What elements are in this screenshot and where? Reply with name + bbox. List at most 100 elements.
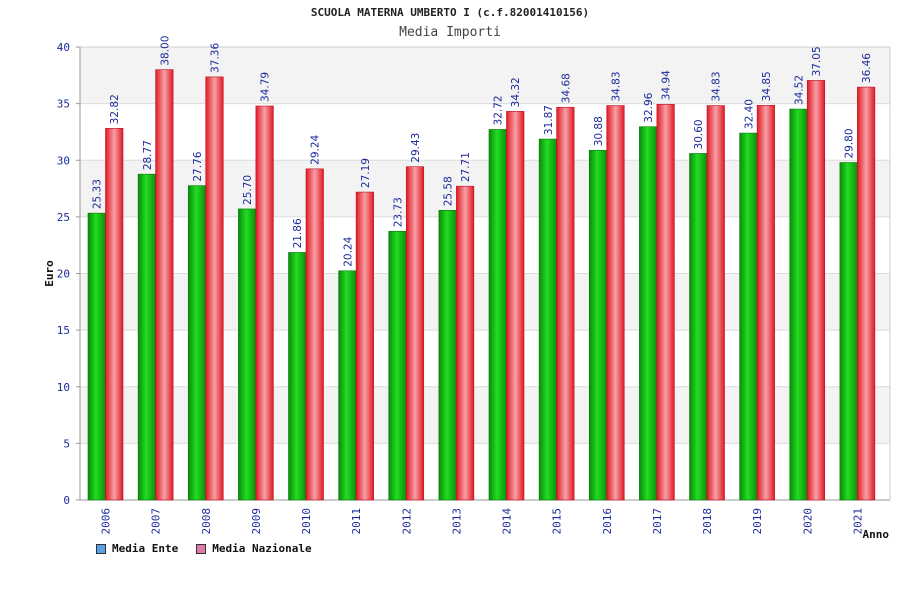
bar-media-ente xyxy=(789,108,808,501)
bar-media-ente xyxy=(538,138,557,501)
bar-media-ente xyxy=(689,153,708,501)
x-tick-label: 2011 xyxy=(350,508,363,535)
data-label: 34.83 xyxy=(711,71,723,101)
y-tick-label: 5 xyxy=(63,437,70,450)
x-tick-label: 2007 xyxy=(150,508,163,535)
data-label: 29.24 xyxy=(310,134,322,164)
data-label: 37.36 xyxy=(210,43,222,73)
chart-title: SCUOLA MATERNA UMBERTO I (c.f.8200141015… xyxy=(310,6,590,19)
legend-swatch-nazionale xyxy=(196,543,207,554)
chart-subtitle: Media Importi xyxy=(399,25,501,40)
data-label: 25.58 xyxy=(443,176,455,206)
data-label: 34.83 xyxy=(611,71,623,101)
data-label: 34.68 xyxy=(560,73,572,103)
data-label: 30.88 xyxy=(593,116,605,146)
bar-media-ente xyxy=(588,149,608,501)
data-label: 34.32 xyxy=(510,77,522,107)
data-label: 29.43 xyxy=(410,133,422,163)
data-label: 30.60 xyxy=(693,119,705,149)
bar-media-nazionale xyxy=(506,111,525,501)
bar-media-nazionale xyxy=(155,69,174,501)
bar-media-ente xyxy=(87,212,106,501)
data-label: 34.79 xyxy=(260,72,272,102)
x-tick-label: 2021 xyxy=(851,508,864,535)
x-tick-label: 2017 xyxy=(651,508,664,535)
bar-media-nazionale xyxy=(656,104,675,501)
legend: Media Ente Media Nazionale xyxy=(96,542,312,555)
bar-media-ente xyxy=(438,210,457,501)
bar-media-nazionale xyxy=(405,166,425,501)
bar-media-ente xyxy=(839,162,858,501)
data-label: 32.96 xyxy=(643,92,655,122)
data-label: 34.52 xyxy=(794,75,806,105)
data-label: 34.85 xyxy=(761,71,773,101)
legend-swatch-ente xyxy=(96,543,106,554)
bar-media-ente xyxy=(288,252,307,501)
x-tick-label: 2015 xyxy=(551,508,564,535)
bar-media-nazionale xyxy=(305,168,324,501)
x-tick-label: 2008 xyxy=(200,508,213,535)
x-tick-label: 2014 xyxy=(501,508,514,535)
legend-item-ente: Media Ente xyxy=(96,542,178,555)
bar-media-ente xyxy=(739,132,758,501)
bar-media-nazionale xyxy=(255,105,274,501)
y-tick-label: 25 xyxy=(57,211,70,224)
data-label: 20.24 xyxy=(342,236,354,266)
data-label: 37.05 xyxy=(811,46,823,76)
y-axis-label: Euro xyxy=(43,260,56,287)
y-tick-label: 35 xyxy=(57,98,70,111)
x-tick-label: 2010 xyxy=(300,508,313,535)
bar-media-nazionale xyxy=(806,80,826,501)
y-tick-label: 0 xyxy=(63,494,70,507)
data-label: 23.73 xyxy=(393,197,405,227)
data-label: 31.87 xyxy=(543,105,555,135)
data-label: 21.86 xyxy=(292,218,304,248)
x-tick-label: 2019 xyxy=(751,508,764,535)
bar-media-ente xyxy=(338,270,357,501)
bar-media-ente xyxy=(639,126,658,501)
data-label: 27.71 xyxy=(460,152,472,182)
data-label: 29.80 xyxy=(844,128,856,158)
x-tick-label: 2013 xyxy=(450,508,463,535)
bar-media-nazionale xyxy=(355,191,374,501)
bar-media-ente xyxy=(488,129,507,501)
data-label: 28.77 xyxy=(142,140,154,170)
x-tick-label: 2016 xyxy=(601,508,614,535)
x-tick-label: 2009 xyxy=(250,508,263,535)
y-tick-label: 30 xyxy=(57,154,70,167)
y-tick-label: 10 xyxy=(57,381,70,394)
y-tick-label: 40 xyxy=(57,41,70,54)
bar-media-ente xyxy=(137,173,156,501)
x-axis-label: Anno xyxy=(863,528,890,541)
bar-media-nazionale xyxy=(857,86,876,501)
y-tick-label: 20 xyxy=(57,268,70,281)
bar-media-ente xyxy=(187,185,207,501)
data-label: 27.19 xyxy=(360,158,372,188)
bar-media-nazionale xyxy=(456,185,475,501)
data-label: 36.46 xyxy=(861,53,873,83)
bar-media-nazionale xyxy=(606,105,625,501)
bar-media-nazionale xyxy=(556,106,575,501)
x-tick-label: 2018 xyxy=(701,508,714,535)
bar-media-nazionale xyxy=(756,105,775,501)
x-tick-label: 2012 xyxy=(400,508,413,535)
data-label: 32.40 xyxy=(743,99,755,129)
data-label: 25.70 xyxy=(242,175,254,205)
data-label: 32.72 xyxy=(493,95,505,125)
data-label: 34.94 xyxy=(661,70,673,100)
data-label: 25.33 xyxy=(92,179,104,209)
data-label: 27.76 xyxy=(192,151,204,181)
bar-media-ente xyxy=(388,230,407,501)
x-tick-label: 2006 xyxy=(100,508,113,535)
x-tick-label: 2020 xyxy=(801,508,814,535)
bar-media-nazionale xyxy=(706,105,725,501)
data-label: 32.82 xyxy=(109,94,121,124)
bar-media-nazionale xyxy=(105,128,124,501)
legend-item-nazionale: Media Nazionale xyxy=(196,542,312,555)
legend-label-ente: Media Ente xyxy=(112,542,179,555)
bar-media-ente xyxy=(238,208,257,501)
legend-label-nazionale: Media Nazionale xyxy=(212,542,312,555)
data-label: 38.00 xyxy=(159,36,171,66)
y-tick-label: 15 xyxy=(57,324,70,337)
